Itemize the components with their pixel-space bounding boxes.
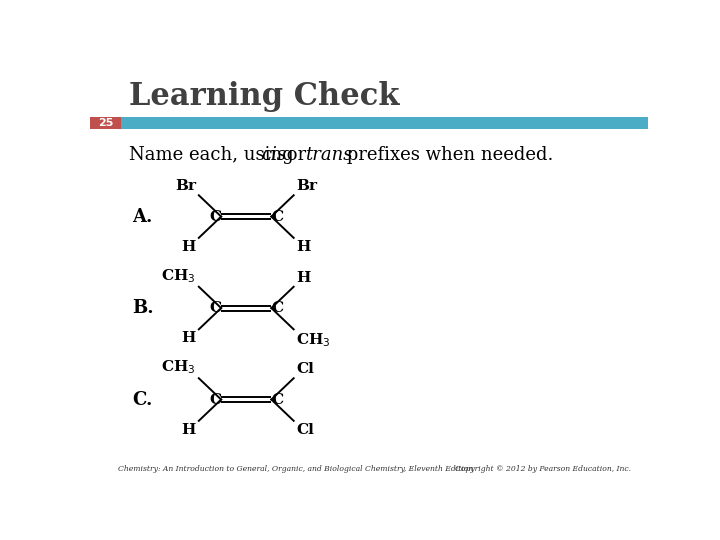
Text: C.: C.	[132, 390, 152, 409]
Text: C: C	[209, 301, 221, 315]
Text: H: H	[181, 423, 196, 437]
Text: Name each, using: Name each, using	[129, 146, 300, 164]
Text: H: H	[181, 332, 196, 346]
Text: H: H	[297, 271, 311, 285]
Text: A.: A.	[132, 207, 152, 226]
Text: CH$_3$: CH$_3$	[297, 332, 331, 349]
Text: C: C	[271, 301, 284, 315]
Text: trans: trans	[305, 146, 352, 164]
Text: Cl: Cl	[297, 423, 315, 437]
Text: Learning Check: Learning Check	[129, 82, 400, 112]
Text: or: or	[281, 146, 312, 164]
FancyBboxPatch shape	[90, 117, 648, 129]
Text: C: C	[209, 210, 221, 224]
Text: H: H	[297, 240, 311, 254]
Text: C: C	[271, 210, 284, 224]
Text: Br: Br	[175, 179, 196, 193]
Text: prefixes when needed.: prefixes when needed.	[341, 146, 554, 164]
Text: CH$_3$: CH$_3$	[161, 267, 196, 285]
Text: Copyright © 2012 by Pearson Education, Inc.: Copyright © 2012 by Pearson Education, I…	[455, 465, 631, 473]
Text: C: C	[271, 393, 284, 407]
Text: Cl: Cl	[297, 362, 315, 376]
Text: B.: B.	[132, 299, 153, 317]
Text: C: C	[209, 393, 221, 407]
Text: Br: Br	[297, 179, 318, 193]
Text: Chemistry: An Introduction to General, Organic, and Biological Chemistry, Eleven: Chemistry: An Introduction to General, O…	[118, 465, 473, 473]
Text: H: H	[181, 240, 196, 254]
FancyBboxPatch shape	[90, 117, 121, 129]
Text: CH$_3$: CH$_3$	[161, 359, 196, 376]
Text: cis: cis	[261, 146, 287, 164]
Text: 25: 25	[98, 118, 113, 128]
